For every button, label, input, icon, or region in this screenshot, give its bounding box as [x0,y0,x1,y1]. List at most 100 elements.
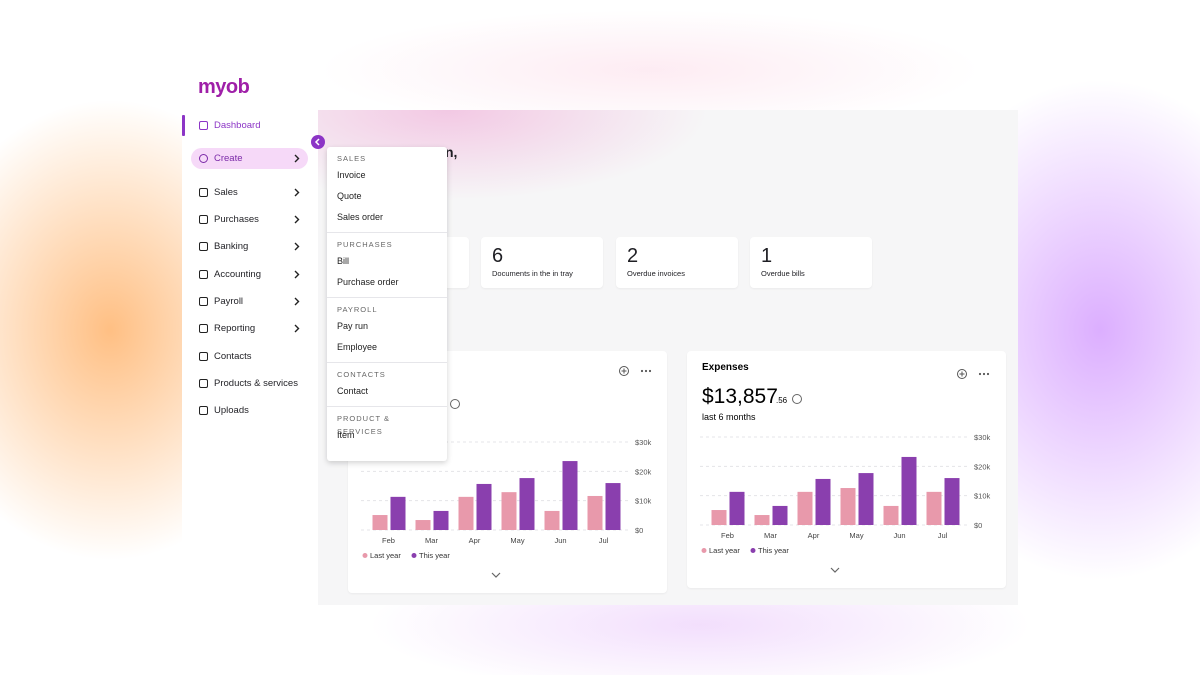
menu-section-title: PAYROLL [337,305,378,314]
nav-item[interactable]: Contacts [191,346,308,367]
chevron-icon [294,242,300,250]
bar [415,520,431,530]
chevron-icon [294,215,300,223]
nav-icon [199,405,208,415]
nav-item[interactable]: Banking [191,236,308,257]
y-tick-label: $20k [635,467,652,476]
nav-item[interactable]: Create [191,147,308,169]
stat-value: 2 [627,245,639,267]
x-tick-label: Jul [599,536,609,545]
info-icon[interactable] [792,394,802,404]
bar [605,483,621,530]
menu-item[interactable]: Sales order [337,212,384,222]
bar [883,505,899,525]
expand-icon[interactable] [491,572,501,578]
menu-item[interactable]: Pay run [337,321,369,331]
x-tick-label: Feb [382,536,395,545]
menu-item[interactable]: Invoice [337,170,366,180]
nav-label: Reporting [214,322,256,334]
x-tick-label: Jul [938,531,948,540]
bar [476,483,492,530]
expand-icon[interactable] [830,567,840,573]
bar [901,456,917,525]
stat-card[interactable]: 2 Overdue invoices [616,237,738,288]
menu-section-title: SALES [337,154,367,163]
menu-item[interactable]: Contact [337,386,369,396]
chevron-icon [294,188,300,196]
nav-label: Dashboard [214,119,261,131]
info-icon[interactable] [450,399,460,409]
nav-item[interactable]: Sales [191,182,308,203]
stat-value: 6 [492,245,504,267]
add-icon[interactable] [957,369,967,379]
chevron-icon [294,297,300,305]
legend-swatch [750,548,756,553]
y-tick-label: $30k [635,438,652,447]
nav-item[interactable]: Reporting [191,318,308,339]
nav-item[interactable]: Purchases [191,209,308,230]
nav-icon [199,214,208,224]
menu-section: CONTACTS Contact [327,363,447,407]
menu-item[interactable]: Purchase order [337,277,399,287]
bar [840,488,856,525]
nav-item[interactable]: Payroll [191,291,308,312]
bar [519,478,535,530]
add-icon[interactable] [619,366,629,376]
x-tick-label: May [510,536,524,545]
y-tick-label: $30k [974,433,991,442]
menu-item[interactable]: Quote [337,191,362,201]
nav-label: Uploads [214,404,249,416]
bar [944,478,960,525]
chart: Expenses $13,857 .56 last 6 months $0 $10… [700,362,991,573]
nav-item[interactable]: Uploads [191,400,308,421]
nav-item[interactable]: Accounting [191,264,308,285]
nav-label: Payroll [214,295,244,307]
menu-item[interactable]: Employee [337,342,378,352]
stat-label: Overdue bills [761,269,805,278]
nav-icon [199,153,208,163]
stat-card[interactable]: 1 Overdue bills [750,237,872,288]
nav-icon [199,323,208,333]
more-icon[interactable] [640,369,652,373]
x-tick-label: Jun [893,531,905,540]
bar [858,473,874,525]
bar [711,510,727,525]
chevron-icon [294,215,300,223]
nav-label: Purchases [214,213,259,225]
y-tick-label: $0 [974,521,982,530]
nav-item[interactable]: Dashboard [191,115,308,136]
legend-swatch [411,553,417,558]
brand-logo[interactable]: myob [198,76,250,98]
bar [815,478,831,525]
collapse-button[interactable] [311,135,325,149]
chevron-icon [294,270,300,278]
y-tick-label: $10k [635,497,652,506]
nav-icon [199,241,208,251]
menu-section-title: CONTACTS [337,370,386,379]
menu-item[interactable]: Item [337,430,355,440]
chevron-icon [294,324,300,332]
chevron-icon [294,242,300,250]
bar [754,515,770,525]
nav-icon [199,296,208,306]
x-tick-label: May [849,531,863,540]
legend-label: This year [758,546,789,555]
menu-section-title: PURCHASES [337,240,393,249]
bar [390,496,406,530]
bar [926,491,942,525]
menu-section: SALES Invoice Quote Sales order [327,147,447,233]
bar [587,495,603,530]
bar [772,505,788,525]
nav-label: Products & services [214,377,298,389]
stat-card[interactable]: 6 Documents in the in tray [481,237,603,288]
x-tick-label: Mar [764,531,777,540]
bar [562,461,578,530]
x-tick-label: Feb [721,531,734,540]
more-icon[interactable] [978,372,990,376]
menu-item[interactable]: Bill [337,256,350,266]
chevron-icon [294,324,300,332]
menu-section-title: PRODUCT & SERVICES [337,414,391,436]
nav-label: Sales [214,186,238,198]
nav-item[interactable]: Products & services [191,373,308,394]
add-icon [621,368,627,374]
